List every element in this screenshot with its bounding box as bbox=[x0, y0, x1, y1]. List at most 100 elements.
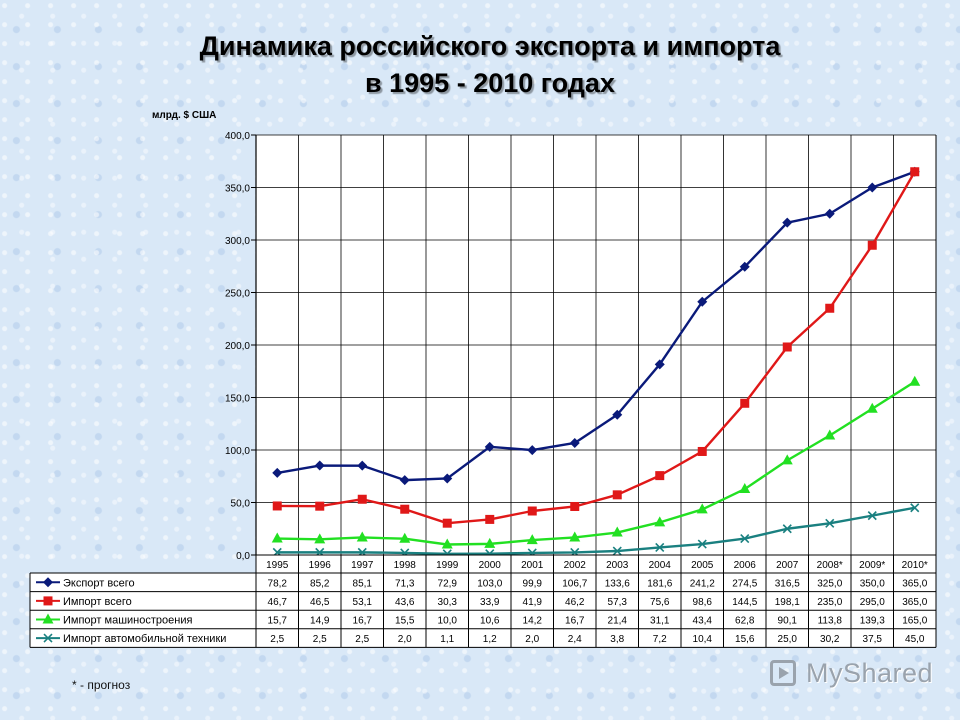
data-label-s3-7: 14,2 bbox=[523, 616, 543, 627]
data-label-s3-2: 14,9 bbox=[310, 616, 330, 627]
data-point-s1-15 bbox=[867, 182, 878, 193]
data-label-s4-7: 2,0 bbox=[525, 634, 539, 645]
x-tick-label: 2001 bbox=[521, 560, 544, 571]
data-point-s4-13 bbox=[782, 524, 792, 534]
x-tick-label: 2007 bbox=[776, 560, 799, 571]
y-tick-label: 0,0 bbox=[236, 551, 250, 562]
data-label-s2-11: 98,6 bbox=[693, 597, 713, 608]
data-label-s4-14: 30,2 bbox=[820, 634, 840, 645]
data-label-s3-11: 43,4 bbox=[693, 616, 713, 627]
data-point-s2-14 bbox=[825, 303, 835, 313]
data-label-s2-6: 33,9 bbox=[480, 597, 500, 608]
legend-entry-3: Импорт машиностроения bbox=[63, 615, 192, 627]
data-point-s1-7 bbox=[527, 445, 538, 456]
series-line-1 bbox=[277, 170, 916, 482]
data-label-s4-13: 25,0 bbox=[778, 634, 798, 645]
data-label-s3-14: 113,8 bbox=[818, 616, 843, 627]
data-label-s4-4: 2,0 bbox=[398, 634, 412, 645]
data-label-s2-2: 46,5 bbox=[310, 597, 330, 608]
data-label-s1-11: 241,2 bbox=[690, 578, 715, 589]
data-label-s1-15: 350,0 bbox=[860, 578, 885, 589]
play-icon bbox=[770, 660, 796, 686]
data-point-s1-8 bbox=[569, 437, 580, 448]
data-label-s2-16: 365,0 bbox=[902, 597, 927, 608]
watermark-logo: MyShared bbox=[766, 656, 933, 692]
data-point-s1-11 bbox=[697, 296, 708, 307]
data-label-s2-12: 144,5 bbox=[732, 597, 757, 608]
data-point-s2-7 bbox=[527, 506, 537, 516]
legend-marker-1 bbox=[43, 577, 53, 588]
data-label-s1-8: 106,7 bbox=[562, 578, 587, 589]
y-tick-label: 350,0 bbox=[225, 184, 250, 195]
legend-marker-4 bbox=[43, 633, 53, 643]
x-tick-label: 1999 bbox=[436, 560, 459, 571]
data-label-s2-10: 75,6 bbox=[650, 597, 670, 608]
data-point-s2-2 bbox=[315, 501, 325, 511]
data-point-s2-8 bbox=[570, 501, 580, 511]
data-point-s1-12 bbox=[739, 261, 750, 272]
data-point-s3-7 bbox=[526, 534, 538, 545]
data-label-s3-8: 16,7 bbox=[565, 616, 585, 627]
data-label-s2-1: 46,7 bbox=[268, 597, 288, 608]
data-label-s4-15: 37,5 bbox=[863, 634, 883, 645]
data-label-s1-2: 85,2 bbox=[310, 578, 330, 589]
data-label-s4-1: 2,5 bbox=[270, 634, 284, 645]
x-tick-label: 1998 bbox=[394, 560, 417, 571]
data-point-s3-1 bbox=[271, 532, 283, 543]
data-point-s1-1 bbox=[272, 467, 283, 478]
data-point-s3-14 bbox=[824, 429, 836, 440]
data-label-s3-1: 15,7 bbox=[268, 616, 288, 627]
data-point-s1-2 bbox=[314, 460, 325, 471]
data-label-s4-2: 2,5 bbox=[313, 634, 327, 645]
data-point-s4-11 bbox=[697, 539, 707, 549]
data-label-s1-6: 103,0 bbox=[477, 578, 502, 589]
data-label-s3-10: 31,1 bbox=[650, 616, 670, 627]
data-label-s1-12: 274,5 bbox=[732, 578, 757, 589]
forecast-footnote: * - прогноз bbox=[72, 678, 131, 692]
data-point-s3-16 bbox=[909, 375, 921, 386]
data-point-s2-4 bbox=[400, 504, 410, 514]
data-label-s3-9: 21,4 bbox=[608, 616, 628, 627]
x-tick-label: 2004 bbox=[649, 560, 672, 571]
data-label-s1-16: 365,0 bbox=[902, 578, 927, 589]
data-point-s4-12 bbox=[740, 534, 750, 544]
x-tick-label: 2003 bbox=[606, 560, 629, 571]
data-label-s4-10: 7,2 bbox=[653, 634, 667, 645]
legend-entry-4: Импорт автомобильной техники bbox=[63, 633, 226, 645]
y-tick-label: 400,0 bbox=[225, 131, 250, 142]
data-label-s2-4: 43,6 bbox=[395, 597, 415, 608]
data-point-s2-10 bbox=[655, 471, 665, 481]
data-label-s1-10: 181,6 bbox=[647, 578, 672, 589]
data-point-s4-9 bbox=[612, 546, 622, 556]
data-label-s2-5: 30,3 bbox=[438, 597, 458, 608]
data-label-s4-8: 2,4 bbox=[568, 634, 582, 645]
data-point-s3-12 bbox=[739, 483, 751, 494]
data-point-s3-3 bbox=[356, 531, 368, 542]
data-point-s1-13 bbox=[782, 217, 793, 228]
data-label-s1-9: 133,6 bbox=[605, 578, 630, 589]
data-label-s2-8: 46,2 bbox=[565, 597, 585, 608]
data-label-s1-1: 78,2 bbox=[268, 578, 288, 589]
data-label-s4-9: 3,8 bbox=[610, 634, 624, 645]
x-tick-label: 2009* bbox=[859, 560, 885, 571]
data-point-s4-15 bbox=[867, 511, 877, 521]
data-label-s4-16: 45,0 bbox=[905, 634, 925, 645]
legend-entry-1: Экспорт всего bbox=[63, 577, 135, 589]
data-label-s4-3: 2,5 bbox=[355, 634, 369, 645]
data-label-s2-3: 53,1 bbox=[353, 597, 373, 608]
data-label-s1-14: 325,0 bbox=[817, 578, 842, 589]
data-label-s3-5: 10,0 bbox=[438, 616, 458, 627]
x-tick-label: 2008* bbox=[817, 560, 843, 571]
data-point-s4-10 bbox=[655, 542, 665, 553]
data-point-s1-6 bbox=[484, 441, 495, 452]
y-axis-label: млрд. $ США bbox=[152, 110, 216, 121]
y-tick-label: 100,0 bbox=[225, 446, 250, 457]
data-point-s3-9 bbox=[611, 526, 623, 537]
chart-title-line1: Динамика российского экспорта и импорта bbox=[199, 31, 781, 61]
y-tick-label: 50,0 bbox=[231, 499, 251, 510]
x-tick-label: 2002 bbox=[564, 560, 587, 571]
chart-title: Динамика российского экспорта и импорта … bbox=[0, 28, 960, 102]
x-tick-label: 1995 bbox=[266, 560, 289, 571]
data-point-s2-16 bbox=[910, 167, 920, 177]
data-label-s1-7: 99,9 bbox=[523, 578, 543, 589]
